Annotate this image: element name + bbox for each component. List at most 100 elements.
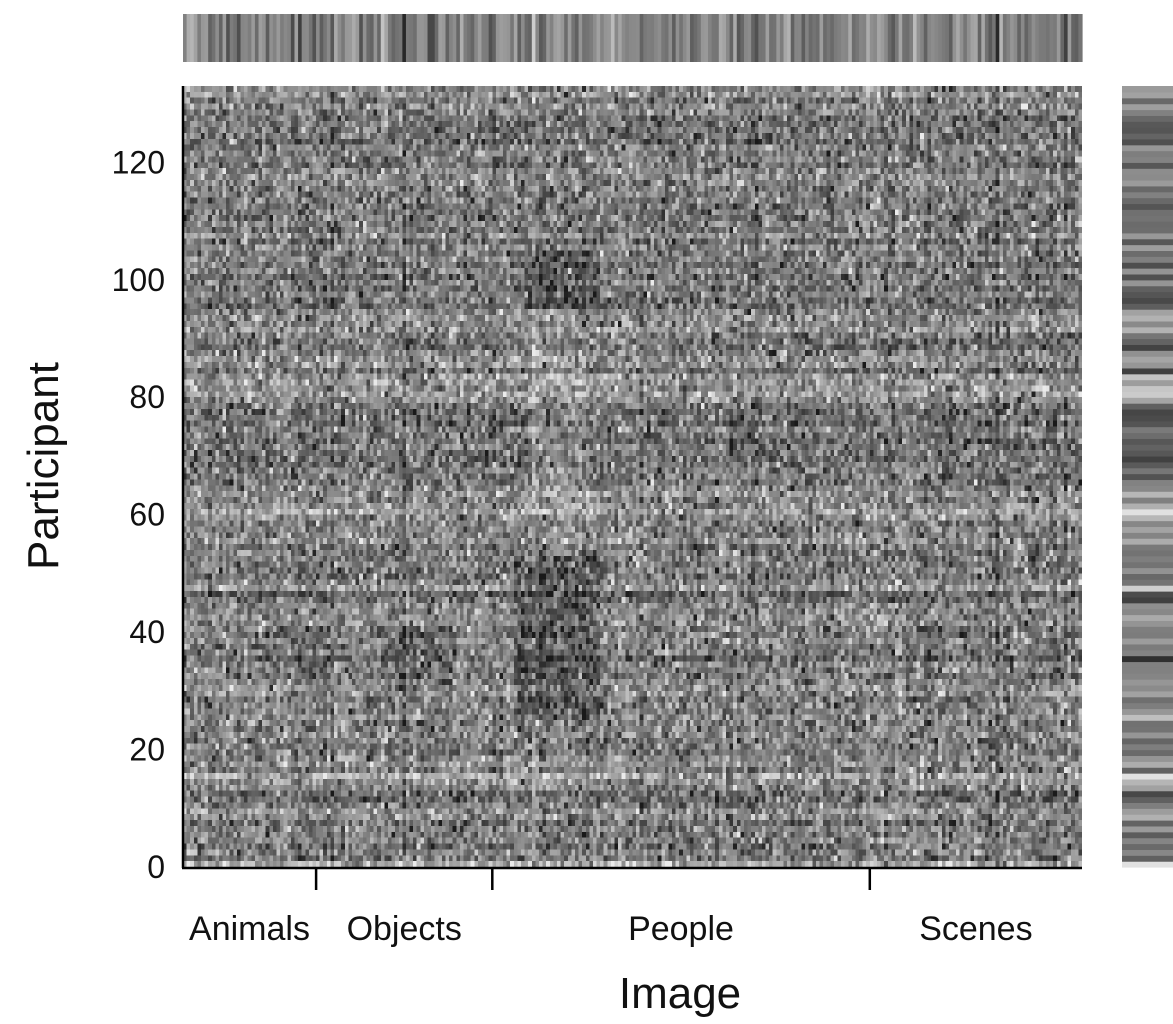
top-strip-cell bbox=[323, 14, 328, 62]
top-strip-cell bbox=[761, 14, 767, 62]
top-strip-cell bbox=[258, 14, 263, 62]
top-strip-cell bbox=[193, 14, 198, 62]
right-strip-cell bbox=[1122, 168, 1173, 175]
top-strip-cell bbox=[1024, 14, 1029, 62]
right-strip-cell bbox=[1122, 191, 1173, 199]
top-strip-cell bbox=[920, 14, 925, 62]
top-strip-cell bbox=[190, 14, 195, 62]
x-category-ticks bbox=[314, 868, 872, 890]
top-strip-cell bbox=[456, 14, 461, 62]
top-strip-cell bbox=[837, 14, 842, 62]
top-strip-cell bbox=[823, 14, 828, 62]
top-strip-cell bbox=[697, 14, 702, 62]
right-strip-cell bbox=[1122, 273, 1173, 281]
top-strip-cell bbox=[672, 14, 677, 62]
right-strip-cell bbox=[1122, 497, 1173, 504]
top-marginal-strip bbox=[183, 14, 1083, 62]
top-strip-cell bbox=[693, 14, 698, 62]
top-strip-cell bbox=[995, 14, 1000, 62]
top-strip-cell bbox=[553, 14, 558, 62]
top-strip-cell bbox=[1020, 14, 1026, 62]
right-strip-cell bbox=[1122, 138, 1173, 146]
right-strip-cell bbox=[1122, 508, 1173, 516]
top-strip-cell bbox=[805, 14, 810, 62]
y-tick-label: 80 bbox=[129, 379, 165, 415]
top-strip-cell bbox=[571, 14, 576, 62]
top-strip-cell bbox=[754, 14, 759, 62]
top-strip-cell bbox=[830, 14, 835, 62]
heatmap-image bbox=[183, 86, 1082, 867]
right-strip-cell bbox=[1122, 162, 1173, 169]
top-strip-cell bbox=[272, 14, 278, 62]
top-strip-cell bbox=[222, 14, 227, 62]
top-strip-cell bbox=[287, 14, 292, 62]
right-strip-cell bbox=[1122, 538, 1173, 545]
top-strip-cell bbox=[636, 14, 641, 62]
y-tick-label: 120 bbox=[112, 144, 165, 180]
right-strip-cell bbox=[1122, 608, 1173, 616]
top-strip-cell bbox=[596, 14, 601, 62]
top-strip-cell bbox=[405, 14, 411, 62]
top-strip-cell bbox=[650, 14, 655, 62]
top-strip-cell bbox=[578, 14, 583, 62]
right-strip-cell bbox=[1122, 379, 1173, 387]
right-strip-cell bbox=[1122, 461, 1173, 469]
top-strip-cell bbox=[1074, 14, 1080, 62]
top-strip-cell bbox=[513, 14, 519, 62]
top-strip-cell bbox=[582, 14, 587, 62]
top-strip-cell bbox=[664, 14, 670, 62]
top-strip-cell bbox=[542, 14, 547, 62]
top-strip-cell bbox=[366, 14, 371, 62]
top-strip-cell bbox=[316, 14, 321, 62]
top-strip-cell bbox=[747, 14, 752, 62]
top-strip-cell bbox=[391, 14, 396, 62]
top-strip-cell bbox=[355, 14, 360, 62]
top-strip-cell bbox=[999, 14, 1004, 62]
top-strip-cell bbox=[341, 14, 346, 62]
right-strip-cell bbox=[1122, 726, 1173, 733]
right-strip-cell bbox=[1122, 297, 1173, 304]
top-strip-cell bbox=[988, 14, 993, 62]
top-strip-cell bbox=[682, 14, 688, 62]
right-strip-cell bbox=[1122, 309, 1173, 316]
top-strip-cell bbox=[377, 14, 382, 62]
top-strip-cell bbox=[927, 14, 932, 62]
x-category-label: People bbox=[628, 910, 734, 948]
top-strip-cell bbox=[891, 14, 896, 62]
right-strip-cell bbox=[1122, 262, 1173, 269]
top-strip-cell bbox=[625, 14, 630, 62]
right-strip-cell bbox=[1122, 215, 1173, 222]
right-strip-cell bbox=[1122, 773, 1173, 780]
top-strip-cell bbox=[369, 14, 375, 62]
y-ticks: 0 20 40 60 80 100 120 bbox=[112, 144, 165, 885]
right-strip-cell bbox=[1122, 567, 1173, 574]
top-strip-cell bbox=[866, 14, 871, 62]
top-strip-cell bbox=[409, 14, 414, 62]
top-strip-cell bbox=[574, 14, 580, 62]
top-strip-cell bbox=[984, 14, 990, 62]
top-strip-cell bbox=[236, 14, 242, 62]
right-strip-cell bbox=[1122, 602, 1173, 610]
right-strip-cell bbox=[1122, 690, 1173, 698]
right-strip-cell bbox=[1122, 250, 1173, 257]
top-strip-cell bbox=[240, 14, 245, 62]
top-strip-cell bbox=[718, 14, 723, 62]
top-strip-cell bbox=[880, 14, 885, 62]
y-tick-label: 0 bbox=[147, 849, 165, 885]
right-strip-cell bbox=[1122, 620, 1173, 627]
top-strip-cell bbox=[898, 14, 903, 62]
top-strip-cell bbox=[751, 14, 756, 62]
top-strip-cell bbox=[981, 14, 986, 62]
right-strip-cell bbox=[1122, 197, 1173, 205]
right-strip-cell bbox=[1122, 326, 1173, 334]
right-strip-cell bbox=[1122, 532, 1173, 539]
top-strip-cell bbox=[661, 14, 666, 62]
top-strip-cell bbox=[733, 14, 738, 62]
top-strip-cell bbox=[862, 14, 867, 62]
top-strip-cell bbox=[589, 14, 594, 62]
top-strip-cell bbox=[441, 14, 447, 62]
top-strip-cell bbox=[183, 14, 188, 62]
top-strip-cell bbox=[438, 14, 443, 62]
top-strip-cell bbox=[765, 14, 770, 62]
top-strip-cell bbox=[679, 14, 684, 62]
